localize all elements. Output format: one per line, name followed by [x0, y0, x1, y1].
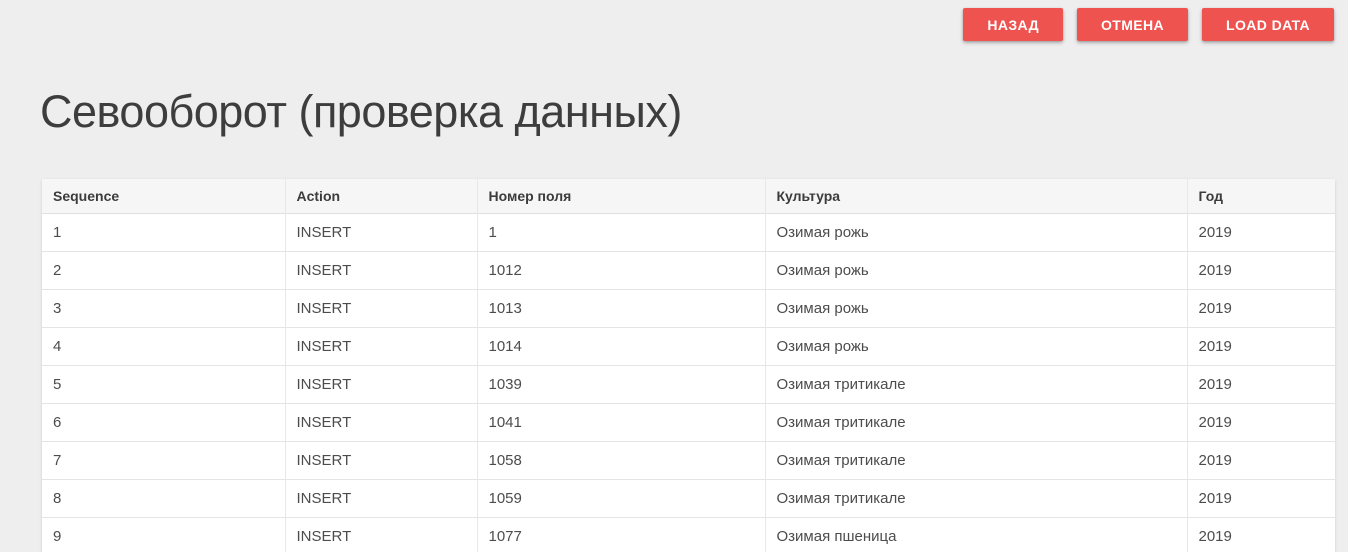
- toolbar: НАЗАД ОТМЕНА LOAD DATA: [963, 8, 1334, 41]
- table-cell: Озимая тритикале: [765, 441, 1188, 480]
- table-cell: 2019: [1187, 327, 1335, 366]
- table-row: 4 INSERT 1014 Озимая рожь 2019: [42, 327, 1335, 366]
- table-cell: INSERT: [285, 365, 478, 404]
- table-cell: 2: [42, 251, 286, 290]
- table-cell: 2019: [1187, 441, 1335, 480]
- table-cell: 2019: [1187, 479, 1335, 518]
- table-cell: 1: [477, 213, 766, 252]
- table-cell: 1012: [477, 251, 766, 290]
- table-cell: 1041: [477, 403, 766, 442]
- column-header: Номер поля: [477, 179, 766, 214]
- table-cell: 8: [42, 479, 286, 518]
- table-cell: Озимая рожь: [765, 289, 1188, 328]
- table-cell: INSERT: [285, 327, 478, 366]
- table-cell: 1014: [477, 327, 766, 366]
- column-header: Культура: [765, 179, 1188, 214]
- table-cell: 1039: [477, 365, 766, 404]
- table-cell: Озимая рожь: [765, 251, 1188, 290]
- table-cell: INSERT: [285, 441, 478, 480]
- table-cell: Озимая тритикале: [765, 365, 1188, 404]
- load-data-button[interactable]: LOAD DATA: [1202, 8, 1334, 41]
- table-row: 7 INSERT 1058 Озимая тритикале 2019: [42, 441, 1335, 480]
- table-row: 2 INSERT 1012 Озимая рожь 2019: [42, 251, 1335, 290]
- column-header: Sequence: [42, 179, 286, 214]
- table-cell: 6: [42, 403, 286, 442]
- table-cell: INSERT: [285, 479, 478, 518]
- table-cell: INSERT: [285, 289, 478, 328]
- table-cell: 2019: [1187, 213, 1335, 252]
- table-body: 1 INSERT 1 Озимая рожь 2019 2 INSERT 1012 Озимая…: [42, 213, 1335, 552]
- page-title: Севооборот (проверка данных): [40, 86, 682, 137]
- table-cell: Озимая рожь: [765, 213, 1188, 252]
- table-row: 6 INSERT 1041 Озимая тритикале 2019: [42, 403, 1335, 442]
- table-cell: 9: [42, 517, 286, 552]
- table-row: 3 INSERT 1013 Озимая рожь 2019: [42, 289, 1335, 328]
- table-row: 1 INSERT 1 Озимая рожь 2019: [42, 213, 1335, 252]
- table-cell: 1059: [477, 479, 766, 518]
- table-row: 5 INSERT 1039 Озимая тритикале 2019: [42, 365, 1335, 404]
- cancel-button[interactable]: ОТМЕНА: [1076, 8, 1189, 41]
- table-cell: 2019: [1187, 289, 1335, 328]
- table-row: 8 INSERT 1059 Озимая тритикале 2019: [42, 479, 1335, 518]
- data-table-card: Sequence Action Номер поля Культура Год 1 INS…: [42, 179, 1335, 552]
- table-cell: 2019: [1187, 517, 1335, 552]
- column-header: Action: [285, 179, 478, 214]
- table-cell: Озимая пшеница: [765, 517, 1188, 552]
- table-row: 9 INSERT 1077 Озимая пшеница 2019: [42, 517, 1335, 552]
- table-cell: 5: [42, 365, 286, 404]
- table-cell: 1013: [477, 289, 766, 328]
- table-cell: 1058: [477, 441, 766, 480]
- table-cell: INSERT: [285, 403, 478, 442]
- table-cell: Озимая рожь: [765, 327, 1188, 366]
- data-table: Sequence Action Номер поля Культура Год 1 INS…: [42, 179, 1335, 552]
- column-header: Год: [1187, 179, 1335, 214]
- table-cell: INSERT: [285, 251, 478, 290]
- table-cell: 1077: [477, 517, 766, 552]
- table-cell: INSERT: [285, 517, 478, 552]
- table-cell: 2019: [1187, 365, 1335, 404]
- table-cell: 3: [42, 289, 286, 328]
- table-cell: 7: [42, 441, 286, 480]
- table-cell: 1: [42, 213, 286, 252]
- table-cell: Озимая тритикале: [765, 479, 1188, 518]
- back-button[interactable]: НАЗАД: [963, 8, 1063, 41]
- table-cell: 2019: [1187, 251, 1335, 290]
- table-cell: Озимая тритикале: [765, 403, 1188, 442]
- table-cell: 2019: [1187, 403, 1335, 442]
- table-header-row: Sequence Action Номер поля Культура Год: [42, 179, 1335, 214]
- table-cell: 4: [42, 327, 286, 366]
- table-cell: INSERT: [285, 213, 478, 252]
